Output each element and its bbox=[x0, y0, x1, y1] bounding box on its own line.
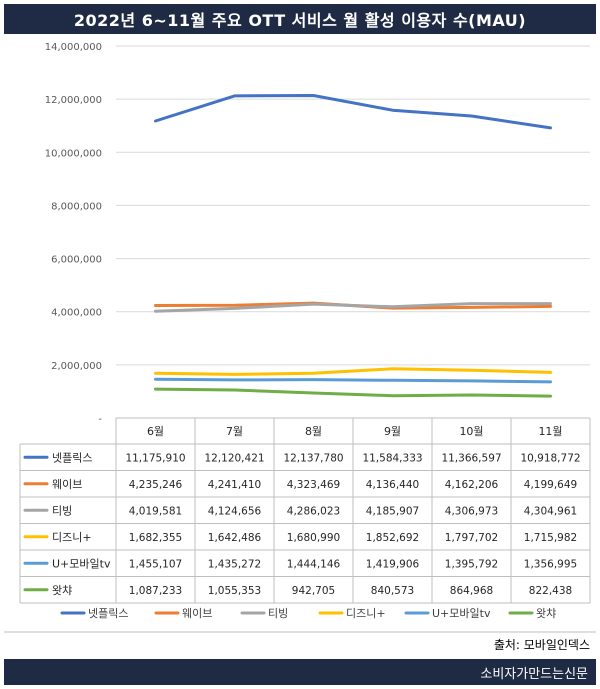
legend-label: 웨이브 bbox=[182, 607, 212, 620]
data-label: 1,852,692 bbox=[366, 532, 419, 544]
data-label: 4,286,023 bbox=[287, 505, 340, 517]
table-series-name: 디즈니+ bbox=[52, 531, 92, 544]
data-label: 822,438 bbox=[529, 585, 572, 597]
data-label: 4,019,581 bbox=[129, 505, 182, 517]
data-label: 4,199,649 bbox=[524, 479, 577, 491]
publisher-name: 소비자가만드는신문 bbox=[480, 666, 588, 682]
series-line-티빙 bbox=[154, 302, 552, 313]
y-tick-label: 4,000,000 bbox=[51, 308, 102, 319]
y-tick-label: 8,000,000 bbox=[51, 201, 102, 212]
category-label: 7월 bbox=[226, 425, 243, 438]
y-tick-label: - bbox=[98, 414, 102, 425]
data-label: 1,642,486 bbox=[208, 532, 262, 544]
series-line-넷플릭스 bbox=[154, 94, 552, 130]
table-series-name: 넷플릭스 bbox=[52, 451, 92, 464]
data-label: 4,235,246 bbox=[129, 479, 183, 491]
chart-title: 2022년 6~11월 주요 OTT 서비스 월 활성 이용자 수(MAU) bbox=[73, 11, 527, 30]
data-label: 4,136,440 bbox=[366, 479, 419, 491]
data-label: 10,918,772 bbox=[520, 452, 580, 464]
chart-title-bar: 2022년 6~11월 주요 OTT 서비스 월 활성 이용자 수(MAU) bbox=[4, 4, 596, 34]
data-label: 1,419,906 bbox=[366, 558, 420, 570]
y-tick-label: 14,000,000 bbox=[45, 42, 102, 53]
data-label: 12,137,780 bbox=[283, 452, 343, 464]
y-tick-label: 6,000,000 bbox=[51, 255, 102, 266]
y-tick-label: 2,000,000 bbox=[51, 361, 102, 372]
data-label: 1,680,990 bbox=[287, 532, 340, 544]
table-series-name: 티빙 bbox=[52, 504, 72, 517]
data-label: 4,124,656 bbox=[208, 505, 262, 517]
table-series-name: 웨이브 bbox=[52, 478, 82, 491]
legend-label: 티빙 bbox=[268, 607, 288, 620]
category-label: 9월 bbox=[384, 425, 401, 438]
data-label: 1,455,107 bbox=[129, 558, 182, 570]
data-label: 4,185,907 bbox=[366, 505, 419, 517]
series-line-왓챠 bbox=[154, 387, 552, 398]
publisher-bar: 소비자가만드는신문 bbox=[4, 659, 596, 685]
data-label: 1,435,272 bbox=[208, 558, 261, 570]
data-label: 1,715,982 bbox=[524, 532, 577, 544]
data-label: 11,175,910 bbox=[125, 452, 185, 464]
data-label: 4,306,973 bbox=[445, 505, 498, 517]
category-label: 8월 bbox=[305, 425, 322, 438]
data-label: 1,356,995 bbox=[524, 558, 577, 570]
data-label: 11,584,333 bbox=[362, 452, 422, 464]
data-label: 4,304,961 bbox=[524, 505, 577, 517]
legend-label: 넷플릭스 bbox=[88, 607, 128, 620]
table-series-name: U+모바일tv bbox=[52, 556, 111, 570]
series-line-U+모바일tv bbox=[154, 377, 552, 384]
category-label: 11월 bbox=[538, 425, 562, 438]
data-label: 1,087,233 bbox=[129, 585, 182, 597]
data-label: 1,395,792 bbox=[445, 558, 498, 570]
source-note: 출처: 모바일인덱스 bbox=[493, 638, 590, 652]
line-chart: - 2,000,000 4,000,000 6,000,000 8,000,000 10,… bbox=[4, 42, 596, 633]
data-label: 11,366,597 bbox=[441, 452, 501, 464]
legend-label: 왓챠 bbox=[536, 607, 556, 620]
data-label: 4,241,410 bbox=[208, 479, 261, 491]
data-label: 1,682,355 bbox=[129, 532, 182, 544]
y-tick-label: 12,000,000 bbox=[45, 95, 102, 106]
data-label: 4,162,206 bbox=[445, 479, 499, 491]
series-line-디즈니+ bbox=[154, 367, 552, 376]
data-label: 1,797,702 bbox=[445, 532, 498, 544]
data-label: 942,705 bbox=[292, 585, 335, 597]
table-series-name: 왓챠 bbox=[52, 584, 72, 597]
data-label: 840,573 bbox=[371, 585, 414, 597]
data-label: 1,444,146 bbox=[287, 558, 341, 570]
category-label: 10월 bbox=[459, 425, 483, 438]
category-label: 6월 bbox=[147, 425, 164, 438]
data-label: 1,055,353 bbox=[208, 585, 261, 597]
data-label: 864,968 bbox=[450, 585, 493, 597]
y-tick-label: 10,000,000 bbox=[45, 148, 102, 159]
data-label: 4,323,469 bbox=[287, 479, 340, 491]
legend-label: 디즈니+ bbox=[346, 607, 386, 620]
data-label: 12,120,421 bbox=[204, 452, 264, 464]
legend-label: U+모바일tv bbox=[432, 606, 491, 620]
